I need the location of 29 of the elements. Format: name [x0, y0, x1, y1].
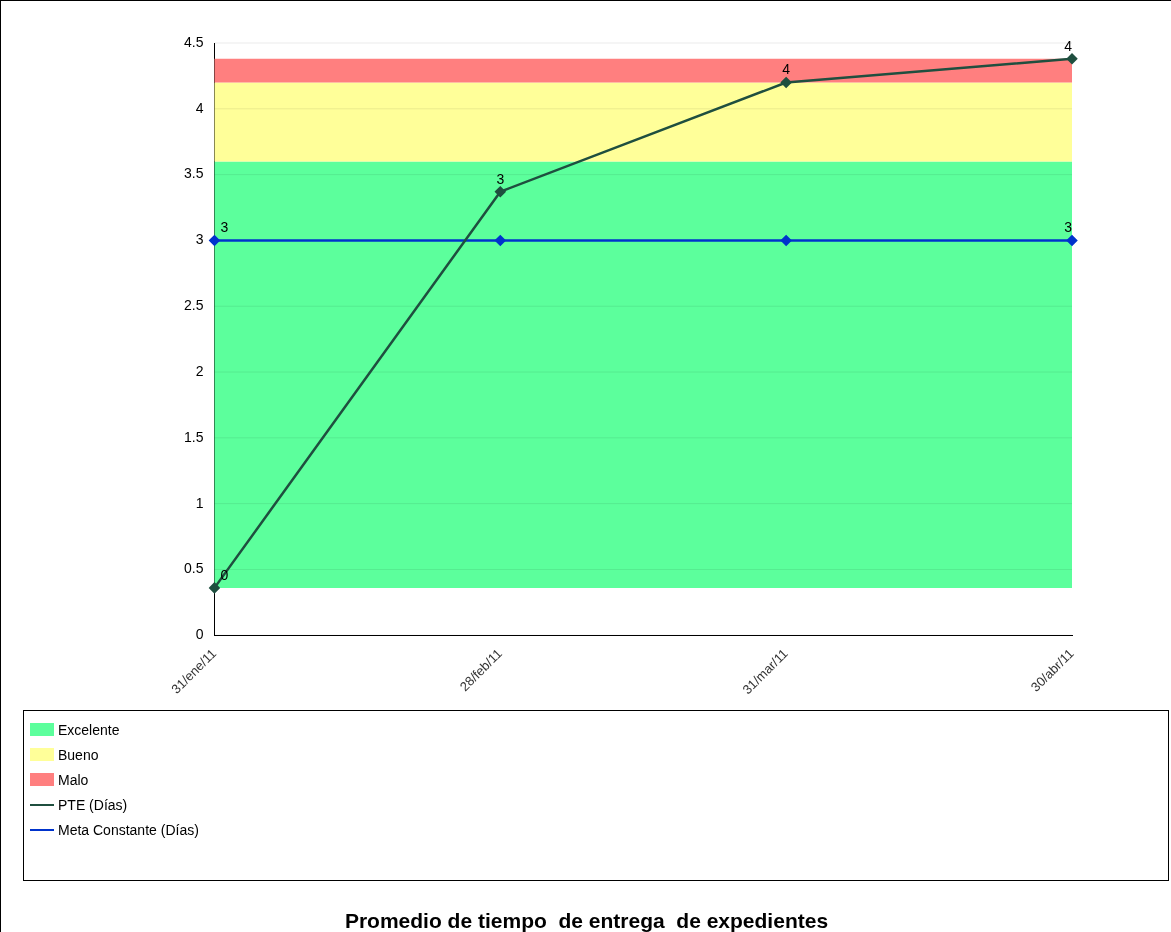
legend-label: PTE (Días)	[57, 795, 129, 815]
point	[1066, 235, 1078, 246]
point	[780, 77, 792, 88]
point	[780, 235, 792, 246]
point	[1066, 53, 1078, 65]
y-tick-label: 3	[195, 231, 204, 248]
legend-label: Malo	[57, 770, 90, 790]
legend-label: Excelente	[57, 720, 121, 740]
y-tick-label: 1.5	[183, 428, 204, 445]
y-tick-label: 2.5	[183, 297, 204, 314]
y-tick-label: 1	[195, 494, 204, 511]
legend-label: Bueno	[57, 745, 100, 765]
data-label: 4	[782, 61, 791, 78]
y-tick-label: 4	[195, 99, 204, 116]
legend-label: Meta Constante (Días)	[57, 820, 200, 840]
point	[209, 582, 220, 594]
text: Promedio de tiempo de entrega de expedientes	[343, 909, 830, 932]
y-tick-label: 2	[195, 362, 204, 379]
y-tick-label: 0	[195, 626, 204, 643]
y-tick-label: 4.5	[183, 33, 204, 50]
data-label: 3	[220, 219, 229, 236]
point	[495, 235, 506, 246]
data-label: 4	[1064, 37, 1073, 54]
y-tick-label: 3.5	[183, 165, 204, 182]
y-tick-label: 0.5	[183, 560, 204, 577]
data-label: 3	[1064, 219, 1073, 236]
point	[209, 235, 220, 246]
data-label: 3	[496, 170, 505, 187]
point	[495, 186, 506, 197]
